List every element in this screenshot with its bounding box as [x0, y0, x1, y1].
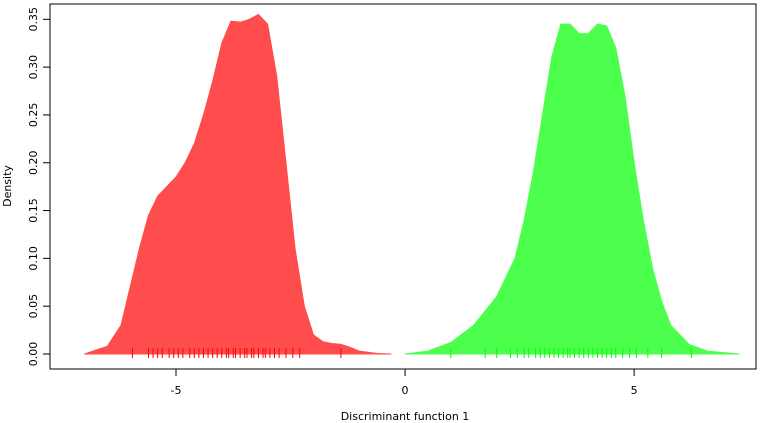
- x-axis-label: Discriminant function 1: [341, 410, 470, 423]
- x-tick-label: 0: [402, 384, 409, 397]
- y-tick-label: 0.05: [27, 294, 40, 319]
- density-area: [84, 13, 392, 355]
- y-tick-label: 0.10: [27, 246, 40, 271]
- x-tick-label: 5: [631, 384, 638, 397]
- x-tick-label: -5: [171, 384, 182, 397]
- y-tick-label: 0.15: [27, 198, 40, 223]
- y-tick-label: 0.25: [27, 103, 40, 128]
- plot-box: [49, 3, 757, 370]
- density-area: [404, 23, 740, 355]
- y-tick-label: 0.30: [27, 55, 40, 80]
- y-tick-label: 0.35: [27, 7, 40, 32]
- y-tick-label: 0.00: [27, 342, 40, 367]
- y-axis-label: Density: [1, 165, 14, 207]
- y-tick-label: 0.20: [27, 150, 40, 175]
